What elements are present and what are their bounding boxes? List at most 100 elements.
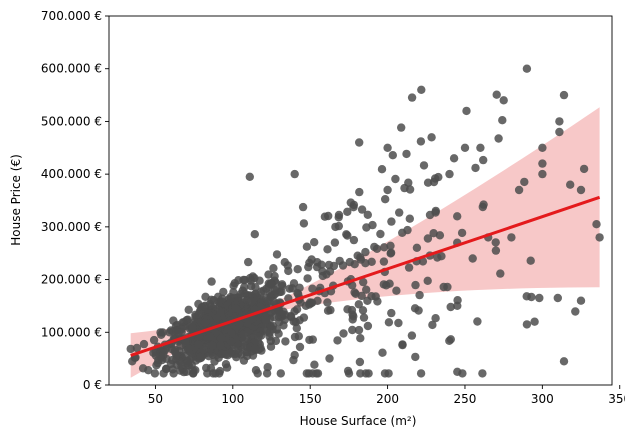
scatter-point xyxy=(242,291,252,300)
scatter-point xyxy=(423,234,433,243)
scatter-point xyxy=(579,164,589,174)
scatter-point xyxy=(382,281,391,290)
scatter-point xyxy=(156,328,165,337)
scatter-point xyxy=(446,335,455,344)
scatter-point xyxy=(183,358,192,367)
scatter-point xyxy=(491,238,500,247)
scatter-point xyxy=(324,260,334,270)
scatter-point xyxy=(492,90,501,99)
scatter-point xyxy=(323,306,333,315)
scatter-point xyxy=(404,178,413,187)
scatter-point xyxy=(499,96,508,105)
scatter-point xyxy=(522,64,532,73)
scatter-point xyxy=(479,155,488,165)
y-tick-label: 100.000 € xyxy=(41,325,102,339)
scatter-point xyxy=(423,276,432,285)
scatter-point xyxy=(379,257,389,266)
scatter-point xyxy=(361,369,371,378)
scatter-point xyxy=(453,212,462,221)
scatter-point xyxy=(384,369,393,378)
scatter-point xyxy=(235,319,244,329)
scatter-point xyxy=(320,212,330,221)
scatter-point xyxy=(196,352,205,362)
scatter-points-layer xyxy=(126,64,604,378)
scatter-point xyxy=(388,151,397,160)
scatter-point xyxy=(221,350,230,359)
scatter-point xyxy=(449,154,459,163)
scatter-point xyxy=(522,320,532,329)
scatter-point xyxy=(367,257,376,266)
scatter-point xyxy=(494,134,503,143)
scatter-point xyxy=(289,279,299,288)
scatter-point xyxy=(361,247,370,257)
scatter-point xyxy=(323,298,332,307)
scatter-point xyxy=(595,233,604,242)
scatter-point xyxy=(323,245,332,254)
scatter-point xyxy=(407,93,417,102)
scatter-point xyxy=(355,357,365,367)
scatter-point xyxy=(435,231,445,240)
scatter-point xyxy=(514,185,524,195)
scatter-point xyxy=(128,357,137,366)
scatter-point xyxy=(269,264,278,273)
scatter-point xyxy=(250,344,259,354)
scatter-point xyxy=(478,369,487,378)
scatter-point xyxy=(392,286,401,295)
scatter-point xyxy=(415,290,424,300)
scatter-point xyxy=(391,174,400,184)
scatter-point xyxy=(462,106,471,116)
scatter-point xyxy=(217,334,226,343)
scatter-point xyxy=(234,293,243,302)
scatter-point xyxy=(281,310,290,319)
scatter-point xyxy=(310,238,319,247)
x-tick-label: 200 xyxy=(376,392,399,406)
scatter-point xyxy=(431,206,440,216)
scatter-point xyxy=(228,347,237,356)
scatter-point xyxy=(468,254,477,263)
scatter-point xyxy=(522,292,531,301)
scatter-point xyxy=(277,287,286,296)
scatter-point xyxy=(216,341,225,350)
scatter-point xyxy=(274,307,284,316)
scatter-point xyxy=(349,235,359,245)
scatter-point xyxy=(343,231,352,240)
scatter-point xyxy=(555,127,564,137)
scatter-point xyxy=(298,202,308,212)
scatter-point xyxy=(126,344,135,354)
scatter-point xyxy=(538,143,547,152)
scatter-point xyxy=(429,177,439,187)
x-tick-label: 150 xyxy=(299,392,322,406)
scatter-point xyxy=(305,298,315,307)
scatter-point xyxy=(214,297,223,307)
scatter-point xyxy=(498,116,507,125)
scatter-point xyxy=(384,318,394,327)
scatter-point xyxy=(428,320,437,330)
scatter-point xyxy=(289,355,298,365)
scatter-point xyxy=(199,302,209,311)
scatter-point xyxy=(530,317,539,326)
scatter-point xyxy=(272,250,282,259)
scatter-point xyxy=(378,348,387,357)
scatter-point xyxy=(362,223,371,232)
scatter-point xyxy=(334,210,344,220)
scatter-point xyxy=(313,369,323,378)
scatter-point xyxy=(270,286,280,295)
scatter-point xyxy=(334,221,343,231)
scatter-point xyxy=(520,177,529,187)
scatter-point xyxy=(419,161,429,170)
scatter-point xyxy=(416,369,426,378)
scatter-point xyxy=(348,281,357,290)
scatter-point xyxy=(407,331,417,340)
scatter-point xyxy=(377,165,387,174)
scatter-point xyxy=(453,301,462,310)
scatter-point xyxy=(150,369,160,378)
scatter-point xyxy=(576,185,586,195)
y-tick-label: 400.000 € xyxy=(41,167,102,181)
scatter-point xyxy=(363,321,373,331)
scatter-point xyxy=(255,276,264,285)
scatter-point xyxy=(194,310,203,319)
scatter-point xyxy=(292,324,301,333)
scatter-point xyxy=(212,314,222,323)
scatter-point xyxy=(338,261,348,270)
